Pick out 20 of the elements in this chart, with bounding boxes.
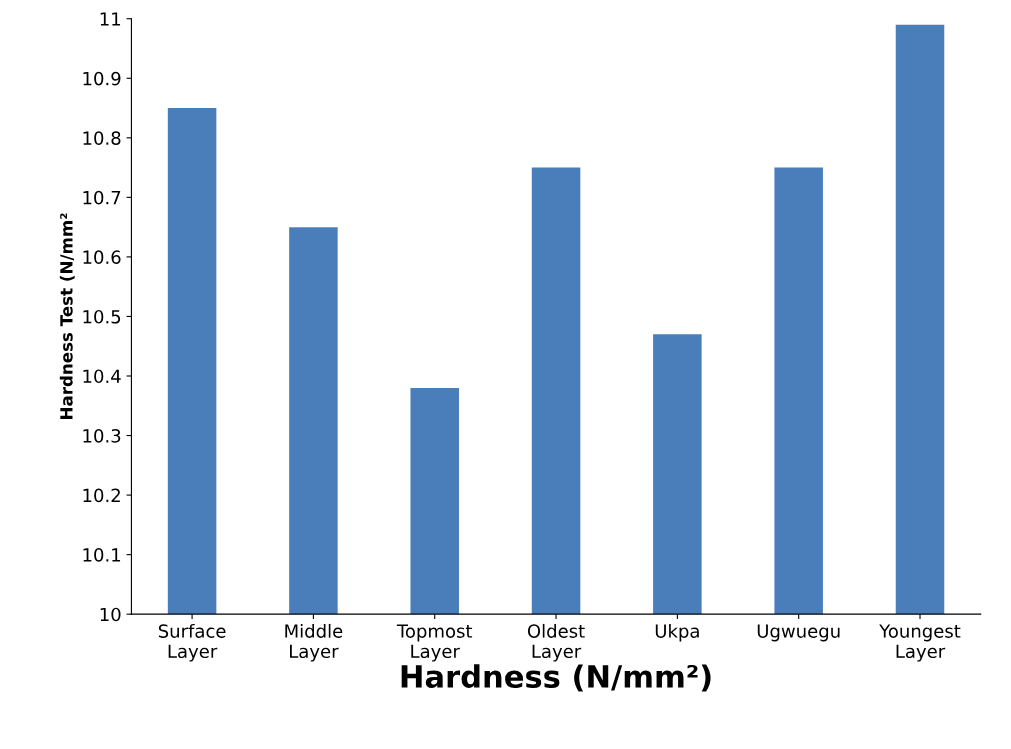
y-tick-label: 10.9 [83,71,121,86]
x-tick-label: Topmost Layer [396,624,473,662]
y-axis-title: Hardness Test (N/mm² [59,213,75,419]
y-tick-label: 10.8 [83,131,121,145]
x-tick-label: Oldest Layer [527,623,585,662]
x-tick-label: Surface Layer [158,623,226,662]
y-tick-label: 10 [100,607,121,622]
x-tick-label: Ugwuegu [757,624,840,642]
x-tick-label: Youngest Layer [879,624,961,662]
y-tick-label: 10.3 [83,429,121,443]
y-tick-label: 11 [100,12,121,26]
y-tick-label: 10.7 [83,190,121,205]
x-axis-title: Hardness (N/mm²) [401,664,711,692]
y-tick-label: 10.4 [83,369,121,384]
x-tick-label: Middle Layer [285,623,343,662]
y-tick-label: 10.5 [83,309,121,324]
x-tick-label: Ukpa [655,623,699,642]
y-tick-label: 10.6 [83,250,121,265]
y-tick-label: 10.1 [83,548,121,562]
y-tick-label: 10.2 [83,488,120,503]
